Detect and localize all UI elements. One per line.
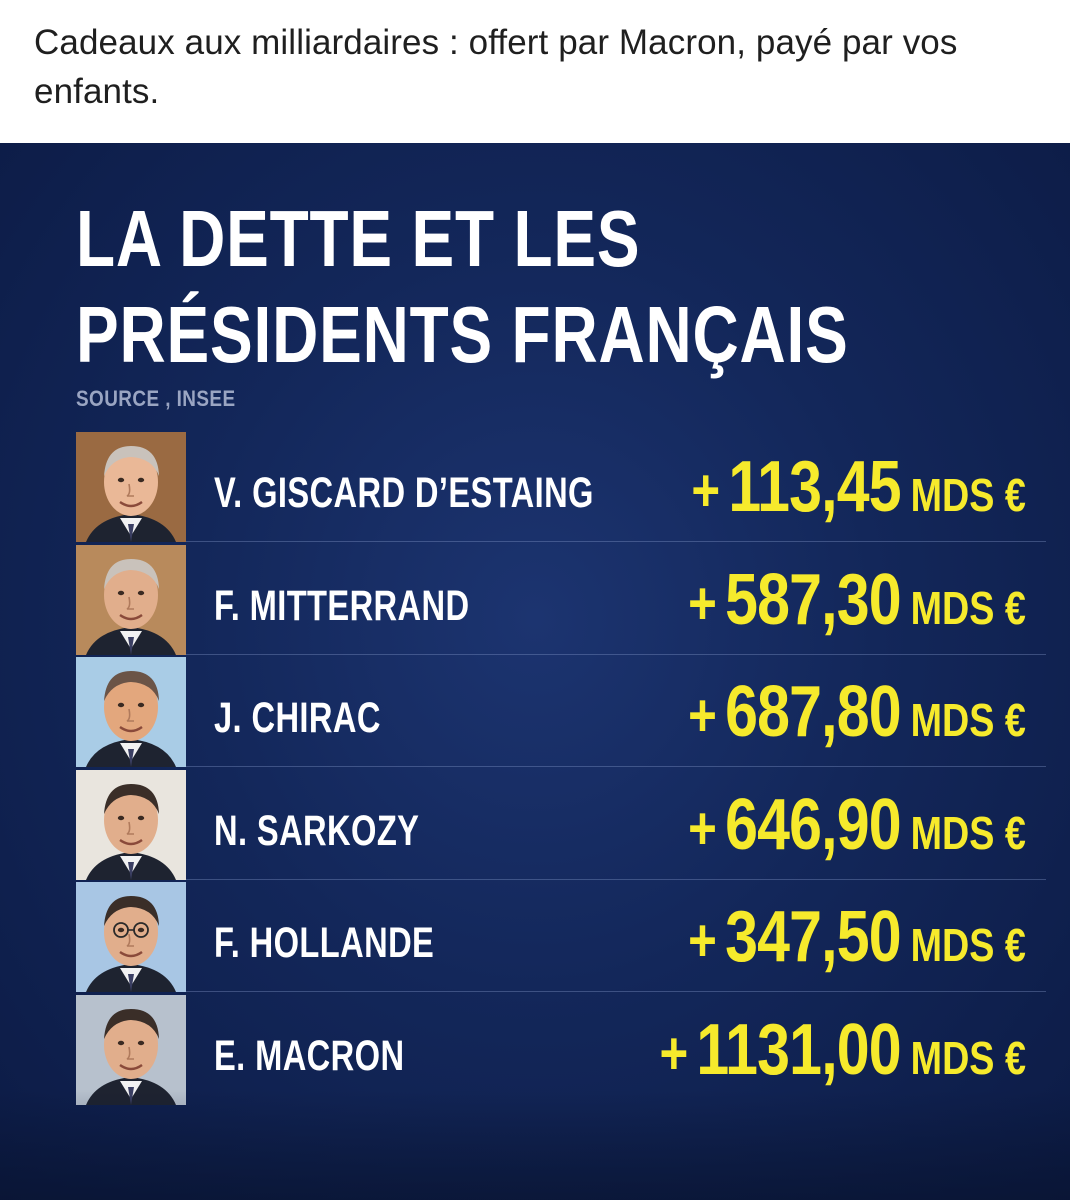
source-label: SOURCE , INSEE bbox=[76, 386, 236, 411]
debt-value: 347,50 bbox=[725, 897, 901, 977]
debt-amount: +113,45 MDS € bbox=[691, 451, 1026, 530]
portrait-photo bbox=[76, 995, 186, 1105]
portrait-photo bbox=[76, 545, 186, 655]
debt-value: 113,45 bbox=[728, 447, 901, 527]
row-divider bbox=[186, 766, 1046, 767]
debt-value: 1131,00 bbox=[696, 1010, 901, 1090]
plus-sign: + bbox=[691, 457, 721, 524]
president-row: V. GISCARD D’ESTAING +113,45 MDS € bbox=[76, 430, 1046, 542]
president-name: V. GISCARD D’ESTAING bbox=[214, 469, 594, 517]
portrait-photo bbox=[76, 657, 186, 767]
infographic-title: LA DETTE ET LES PRÉSIDENTS FRANÇAIS bbox=[76, 191, 849, 383]
plus-sign: + bbox=[688, 907, 718, 974]
president-name: F. MITTERRAND bbox=[214, 582, 470, 630]
portrait-photo bbox=[76, 770, 186, 880]
debt-unit: MDS € bbox=[910, 919, 1026, 971]
plus-sign: + bbox=[688, 570, 718, 637]
bottom-shade bbox=[0, 1090, 1070, 1200]
plus-sign: + bbox=[688, 795, 718, 862]
president-row: E. MACRON +1131,00 MDS € bbox=[76, 993, 1026, 1105]
debt-amount: +687,80 MDS € bbox=[688, 676, 1026, 755]
debt-unit: MDS € bbox=[910, 582, 1026, 634]
debt-unit: MDS € bbox=[910, 469, 1026, 521]
president-name: N. SARKOZY bbox=[214, 807, 420, 855]
president-row: F. MITTERRAND +587,30 MDS € bbox=[76, 543, 1046, 655]
plus-sign: + bbox=[659, 1020, 689, 1087]
infographic: LA DETTE ET LES PRÉSIDENTS FRANÇAIS SOUR… bbox=[0, 143, 1070, 1200]
president-name: E. MACRON bbox=[214, 1032, 405, 1080]
debt-value: 687,80 bbox=[725, 672, 901, 752]
debt-amount: +646,90 MDS € bbox=[688, 789, 1026, 868]
row-divider bbox=[186, 541, 1046, 542]
debt-value: 587,30 bbox=[725, 560, 901, 640]
plus-sign: + bbox=[688, 682, 718, 749]
row-divider bbox=[186, 879, 1046, 880]
president-row: N. SARKOZY +646,90 MDS € bbox=[76, 768, 1046, 880]
title-line-1: LA DETTE ET LES bbox=[76, 194, 641, 283]
portrait-photo bbox=[76, 432, 186, 542]
debt-amount: +347,50 MDS € bbox=[688, 901, 1026, 980]
debt-unit: MDS € bbox=[910, 1032, 1026, 1084]
president-row: F. HOLLANDE +347,50 MDS € bbox=[76, 880, 1046, 992]
debt-unit: MDS € bbox=[910, 694, 1026, 746]
row-divider bbox=[186, 991, 1046, 992]
title-line-2: PRÉSIDENTS FRANÇAIS bbox=[76, 290, 849, 379]
portrait-photo bbox=[76, 882, 186, 992]
president-name: F. HOLLANDE bbox=[214, 919, 435, 967]
debt-amount: +587,30 MDS € bbox=[688, 564, 1026, 643]
debt-amount: +1131,00 MDS € bbox=[659, 1014, 1026, 1093]
president-row: J. CHIRAC +687,80 MDS € bbox=[76, 655, 1046, 767]
row-divider bbox=[186, 654, 1046, 655]
post-caption: Cadeaux aux milliardaires : offert par M… bbox=[34, 23, 958, 111]
president-name: J. CHIRAC bbox=[214, 694, 381, 742]
debt-unit: MDS € bbox=[910, 807, 1026, 859]
debt-value: 646,90 bbox=[725, 785, 901, 865]
